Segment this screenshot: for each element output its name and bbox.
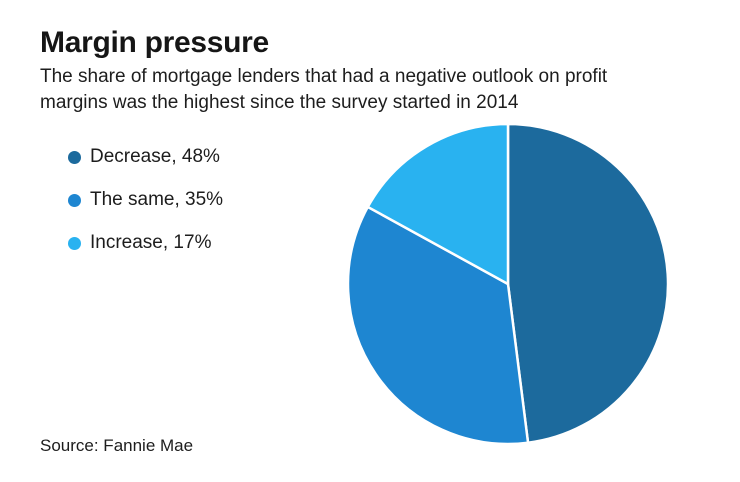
chart-title: Margin pressure: [40, 26, 269, 59]
legend-dot-decrease-icon: [68, 150, 81, 164]
legend-item-the-same: The same, 35%: [68, 187, 223, 213]
legend-label-increase: Increase, 17%: [90, 232, 212, 253]
legend-dot-increase-icon: [68, 236, 81, 250]
pie-slice-decrease: [506, 122, 670, 444]
legend-item-increase: Increase, 17%: [68, 230, 223, 256]
legend-item-decrease: Decrease, 48%: [68, 144, 223, 170]
chart-subtitle: The share of mortgage lenders that had a…: [40, 66, 608, 114]
pie-chart: [346, 122, 670, 446]
source-note: Source: Fannie Mae: [40, 436, 194, 455]
legend-label-the-same: The same, 35%: [90, 189, 224, 210]
legend: Decrease, 48% The same, 35% Increase, 17…: [68, 144, 223, 273]
pie-slice-the-same: [346, 205, 530, 446]
legend-dot-the-same-icon: [68, 193, 81, 207]
legend-label-decrease: Decrease, 48%: [90, 146, 220, 167]
pie-slice-increase: [366, 122, 510, 286]
